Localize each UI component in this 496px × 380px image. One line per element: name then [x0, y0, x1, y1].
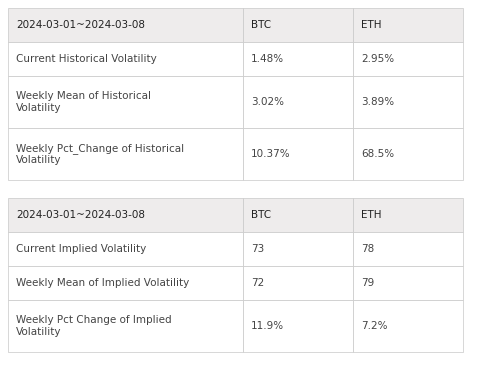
Bar [8, 300, 243, 352]
Text: 2024-03-01~2024-03-08: 2024-03-01~2024-03-08 [16, 20, 145, 30]
Text: 7.2%: 7.2% [361, 321, 387, 331]
Bar [8, 76, 243, 128]
Bar [243, 8, 353, 42]
Text: 78: 78 [361, 244, 374, 254]
Bar [353, 266, 463, 300]
Bar [243, 42, 353, 76]
Text: 2024-03-01~2024-03-08: 2024-03-01~2024-03-08 [16, 210, 145, 220]
Text: Weekly Pct_Change of Historical
Volatility: Weekly Pct_Change of Historical Volatili… [16, 143, 184, 165]
Text: Current Implied Volatility: Current Implied Volatility [16, 244, 146, 254]
Text: Weekly Pct Change of Implied
Volatility: Weekly Pct Change of Implied Volatility [16, 315, 172, 337]
Bar [243, 232, 353, 266]
Text: 68.5%: 68.5% [361, 149, 394, 159]
Text: 72: 72 [251, 278, 264, 288]
Text: Current Historical Volatility: Current Historical Volatility [16, 54, 157, 64]
Bar [353, 198, 463, 232]
Text: 73: 73 [251, 244, 264, 254]
Bar [8, 128, 243, 180]
Bar [243, 198, 353, 232]
Bar [353, 76, 463, 128]
Text: 2.95%: 2.95% [361, 54, 394, 64]
Bar [243, 300, 353, 352]
Bar [8, 42, 243, 76]
Text: 1.48%: 1.48% [251, 54, 284, 64]
Bar [353, 42, 463, 76]
Bar [353, 232, 463, 266]
Bar [8, 8, 243, 42]
Text: Weekly Mean of Historical
Volatility: Weekly Mean of Historical Volatility [16, 91, 151, 113]
Bar [243, 128, 353, 180]
Bar [353, 300, 463, 352]
Text: 11.9%: 11.9% [251, 321, 284, 331]
Text: BTC: BTC [251, 20, 271, 30]
Text: 3.02%: 3.02% [251, 97, 284, 107]
Bar [8, 198, 243, 232]
Bar [8, 232, 243, 266]
Bar [243, 76, 353, 128]
Text: 3.89%: 3.89% [361, 97, 394, 107]
Bar [353, 8, 463, 42]
Text: Weekly Mean of Implied Volatility: Weekly Mean of Implied Volatility [16, 278, 189, 288]
Bar [243, 266, 353, 300]
Text: ETH: ETH [361, 210, 381, 220]
Text: ETH: ETH [361, 20, 381, 30]
Text: 79: 79 [361, 278, 374, 288]
Bar [8, 266, 243, 300]
Bar [353, 128, 463, 180]
Text: 10.37%: 10.37% [251, 149, 291, 159]
Text: BTC: BTC [251, 210, 271, 220]
